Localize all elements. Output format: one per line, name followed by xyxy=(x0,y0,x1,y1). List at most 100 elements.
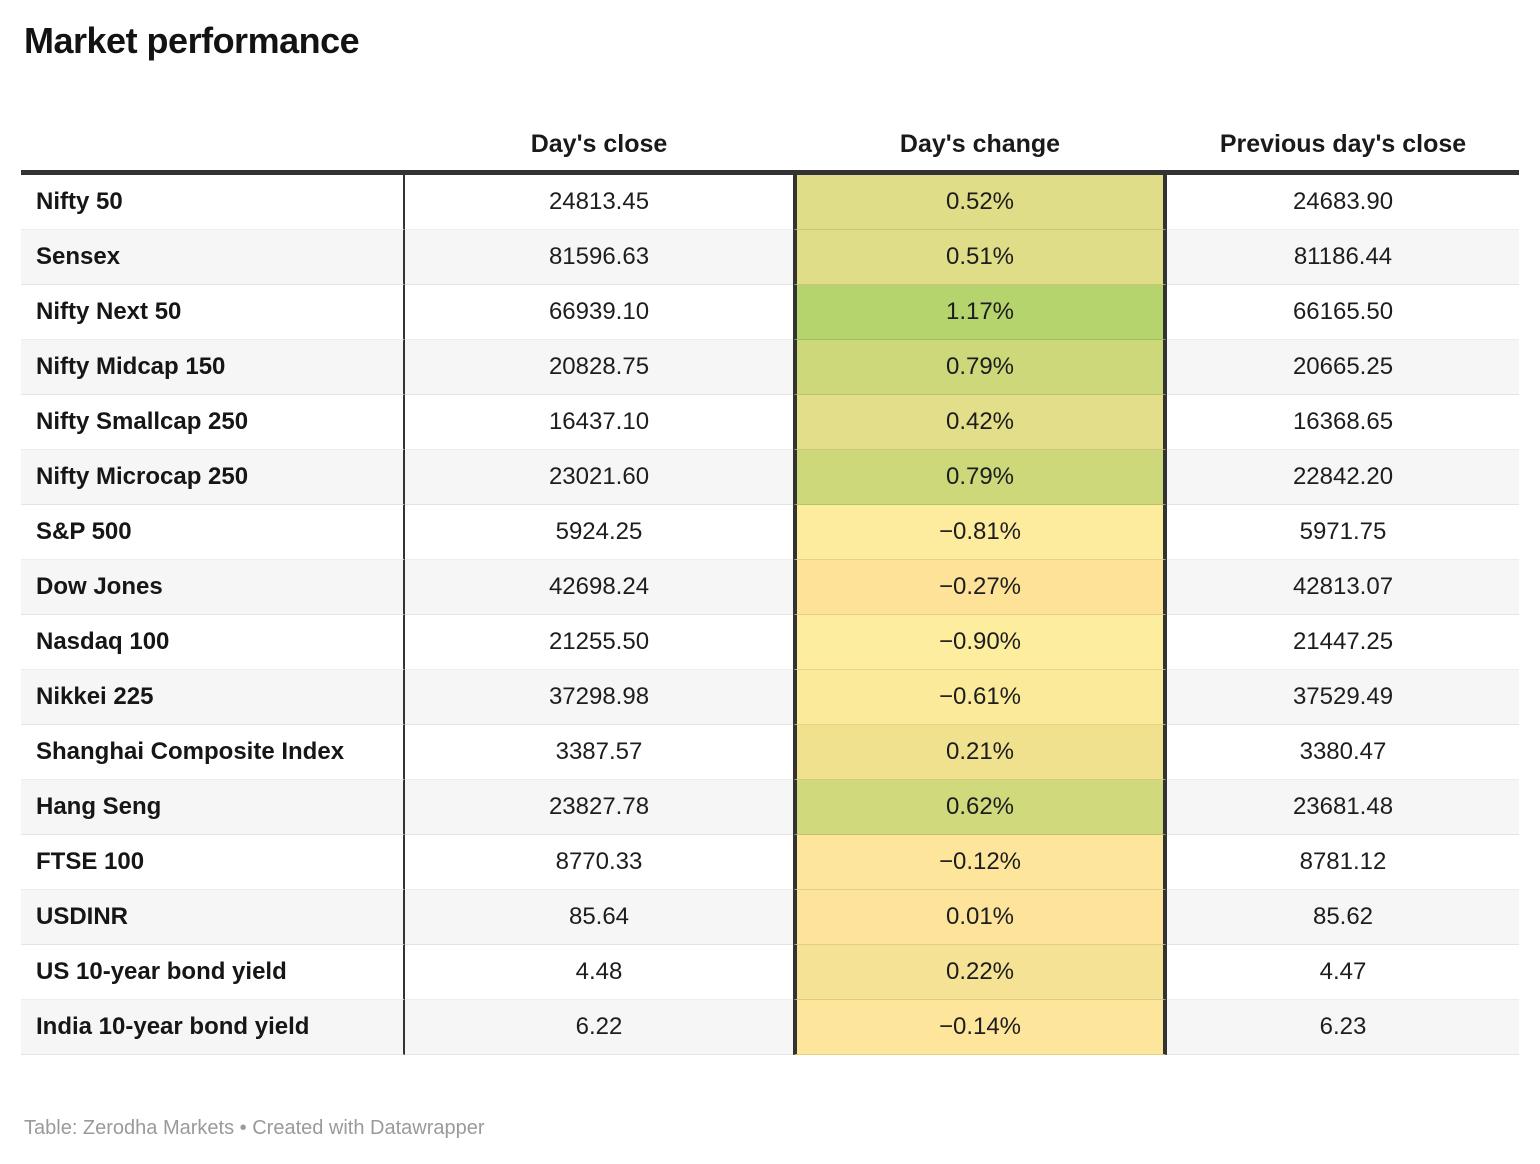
previous-days-close-cell: 81186.44 xyxy=(1167,230,1519,285)
previous-days-close-cell: 23681.48 xyxy=(1167,780,1519,835)
previous-days-close-cell: 22842.20 xyxy=(1167,450,1519,505)
days-close-value: 6.22 xyxy=(575,1013,623,1040)
days-close-cell: 8770.33 xyxy=(405,835,793,890)
days-close-value: 8770.33 xyxy=(555,848,643,875)
previous-days-close-cell: 21447.25 xyxy=(1167,615,1519,670)
days-close-cell: 6.22 xyxy=(405,1000,793,1055)
table-row: India 10-year bond yield 6.22 −0.14% 6.2… xyxy=(21,1000,1519,1055)
table-row: Nifty Midcap 150 20828.75 0.79% 20665.25 xyxy=(21,340,1519,395)
days-change-value: 1.17% xyxy=(945,298,1015,325)
days-change-cell: 0.62% xyxy=(793,780,1167,835)
row-label: Nifty 50 xyxy=(36,188,123,215)
previous-days-close-cell: 37529.49 xyxy=(1167,670,1519,725)
days-change-cell: 0.51% xyxy=(793,230,1167,285)
table-row: Dow Jones 42698.24 −0.27% 42813.07 xyxy=(21,560,1519,615)
row-label: Nifty Smallcap 250 xyxy=(36,408,249,435)
row-label-cell: Nikkei 225 xyxy=(21,670,405,725)
days-change-cell: −0.61% xyxy=(793,670,1167,725)
row-label-cell: USDINR xyxy=(21,890,405,945)
table-row: Sensex 81596.63 0.51% 81186.44 xyxy=(21,230,1519,285)
days-change-value: −0.61% xyxy=(938,683,1022,710)
previous-days-close-cell: 24683.90 xyxy=(1167,175,1519,230)
days-close-cell: 37298.98 xyxy=(405,670,793,725)
previous-days-close-value: 42813.07 xyxy=(1292,573,1394,600)
days-change-value: 0.79% xyxy=(945,353,1015,380)
row-label: India 10-year bond yield xyxy=(36,1013,310,1040)
days-change-cell: −0.14% xyxy=(793,1000,1167,1055)
days-close-value: 20828.75 xyxy=(548,353,650,380)
days-close-value: 16437.10 xyxy=(548,408,650,435)
days-close-value: 4.48 xyxy=(575,958,623,985)
days-change-value: 0.42% xyxy=(945,408,1015,435)
row-label-cell: Shanghai Composite Index xyxy=(21,725,405,780)
previous-days-close-cell: 8781.12 xyxy=(1167,835,1519,890)
previous-days-close-cell: 3380.47 xyxy=(1167,725,1519,780)
days-change-cell: −0.27% xyxy=(793,560,1167,615)
table-row: S&P 500 5924.25 −0.81% 5971.75 xyxy=(21,505,1519,560)
row-label: USDINR xyxy=(36,903,129,930)
previous-days-close-value: 37529.49 xyxy=(1292,683,1394,710)
days-close-cell: 4.48 xyxy=(405,945,793,1000)
page-title: Market performance xyxy=(24,20,360,61)
days-close-cell: 81596.63 xyxy=(405,230,793,285)
days-change-value: −0.14% xyxy=(938,1013,1022,1040)
row-label-cell: India 10-year bond yield xyxy=(21,1000,405,1055)
row-label: Shanghai Composite Index xyxy=(36,738,345,765)
days-close-value: 37298.98 xyxy=(548,683,650,710)
days-change-value: 0.51% xyxy=(945,243,1015,270)
previous-days-close-value: 21447.25 xyxy=(1292,628,1394,655)
previous-days-close-cell: 42813.07 xyxy=(1167,560,1519,615)
days-change-value: 0.01% xyxy=(945,903,1015,930)
days-close-cell: 23827.78 xyxy=(405,780,793,835)
row-label-cell: Nasdaq 100 xyxy=(21,615,405,670)
days-change-value: 0.21% xyxy=(945,738,1015,765)
column-header-previous-days-close: Previous day's close xyxy=(1219,129,1467,158)
days-change-cell: 1.17% xyxy=(793,285,1167,340)
days-close-cell: 24813.45 xyxy=(405,175,793,230)
row-label-cell: S&P 500 xyxy=(21,505,405,560)
table-body: Nifty 50 24813.45 0.52% 24683.90 Sensex … xyxy=(21,170,1519,1055)
days-close-cell: 66939.10 xyxy=(405,285,793,340)
previous-days-close-value: 24683.90 xyxy=(1292,188,1394,215)
days-change-value: −0.12% xyxy=(938,848,1022,875)
days-close-cell: 20828.75 xyxy=(405,340,793,395)
row-label-cell: Nifty Smallcap 250 xyxy=(21,395,405,450)
days-change-value: 0.79% xyxy=(945,463,1015,490)
table-row: Nikkei 225 37298.98 −0.61% 37529.49 xyxy=(21,670,1519,725)
days-close-value: 24813.45 xyxy=(548,188,650,215)
days-change-cell: −0.12% xyxy=(793,835,1167,890)
days-close-value: 81596.63 xyxy=(548,243,650,270)
row-label-cell: Dow Jones xyxy=(21,560,405,615)
row-label-cell: US 10-year bond yield xyxy=(21,945,405,1000)
table-row: Nifty Smallcap 250 16437.10 0.42% 16368.… xyxy=(21,395,1519,450)
column-header-days-close: Day's close xyxy=(530,129,668,158)
table-row: Nasdaq 100 21255.50 −0.90% 21447.25 xyxy=(21,615,1519,670)
row-label: Sensex xyxy=(36,243,121,270)
row-label: S&P 500 xyxy=(36,518,132,545)
row-label-cell: Hang Seng xyxy=(21,780,405,835)
days-change-cell: 0.22% xyxy=(793,945,1167,1000)
row-label: Nifty Microcap 250 xyxy=(36,463,249,490)
row-label: Nifty Midcap 150 xyxy=(36,353,226,380)
days-close-value: 85.64 xyxy=(568,903,630,930)
days-close-value: 3387.57 xyxy=(555,738,643,765)
days-change-cell: 0.79% xyxy=(793,450,1167,505)
row-label-cell: Nifty 50 xyxy=(21,175,405,230)
days-change-value: −0.27% xyxy=(938,573,1022,600)
days-close-value: 5924.25 xyxy=(555,518,643,545)
row-label: Hang Seng xyxy=(36,793,162,820)
previous-days-close-cell: 4.47 xyxy=(1167,945,1519,1000)
row-label: Nikkei 225 xyxy=(36,683,154,710)
previous-days-close-cell: 5971.75 xyxy=(1167,505,1519,560)
days-change-cell: 0.42% xyxy=(793,395,1167,450)
days-close-cell: 23021.60 xyxy=(405,450,793,505)
days-change-value: 0.62% xyxy=(945,793,1015,820)
days-close-value: 23021.60 xyxy=(548,463,650,490)
days-change-value: 0.52% xyxy=(945,188,1015,215)
row-label-cell: Nifty Midcap 150 xyxy=(21,340,405,395)
days-change-value: −0.81% xyxy=(938,518,1022,545)
previous-days-close-value: 3380.47 xyxy=(1299,738,1387,765)
days-close-value: 66939.10 xyxy=(548,298,650,325)
previous-days-close-value: 20665.25 xyxy=(1292,353,1394,380)
previous-days-close-cell: 85.62 xyxy=(1167,890,1519,945)
